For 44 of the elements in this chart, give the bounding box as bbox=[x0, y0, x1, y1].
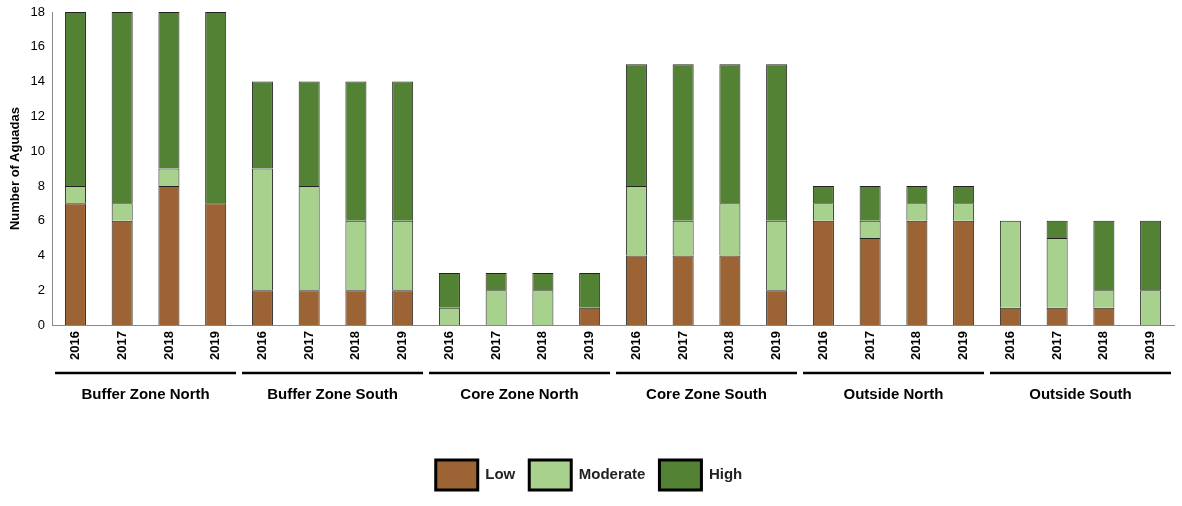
x-tick-label: 2016 bbox=[67, 331, 83, 360]
x-tick-label: 2017 bbox=[300, 331, 316, 360]
x-tick-label: 2019 bbox=[207, 331, 223, 360]
x-tick-label: 2016 bbox=[254, 331, 269, 360]
x-tick-label: 2018 bbox=[160, 331, 176, 360]
x-tick-label: 2018 bbox=[721, 331, 737, 360]
x-tick-label: 2018 bbox=[908, 331, 924, 360]
x-tick-label: 2017 bbox=[1048, 331, 1064, 360]
x-tick-label: 2018 bbox=[347, 331, 363, 360]
y-tick-label: 2 bbox=[37, 281, 46, 297]
text: Core Zone South bbox=[646, 385, 767, 403]
text: Outside North bbox=[843, 385, 944, 403]
x-tick-label: 2016 bbox=[814, 331, 830, 360]
legend-label: Moderate bbox=[578, 465, 646, 483]
text: Outside South bbox=[1029, 385, 1132, 403]
y-tick-label: 10 bbox=[30, 142, 46, 158]
x-tick-label: 2019 bbox=[394, 331, 410, 360]
text: Buffer Zone South bbox=[267, 385, 398, 403]
y-tick-label: 16 bbox=[30, 38, 46, 54]
y-tick-label: 4 bbox=[37, 247, 46, 263]
x-tick-label: 2019 bbox=[768, 331, 784, 360]
x-tick-label: 2016 bbox=[440, 331, 456, 360]
legend-label: Low bbox=[485, 465, 516, 483]
y-tick-label: 0 bbox=[37, 316, 46, 332]
x-tick-label: 2019 bbox=[1142, 331, 1158, 360]
x-tick-label: 2017 bbox=[113, 331, 129, 360]
legend-label: High bbox=[708, 465, 743, 483]
x-tick-label: 2018 bbox=[534, 331, 550, 360]
x-tick-label: 2019 bbox=[955, 331, 971, 360]
x-tick-label: 2016 bbox=[1001, 331, 1017, 360]
y-tick-label: 8 bbox=[37, 177, 46, 193]
y-axis-title: Number of Aguadas bbox=[7, 107, 23, 231]
x-tick-label: 2017 bbox=[861, 331, 877, 360]
y-tick-label: 18 bbox=[30, 3, 46, 19]
x-tick-label: 2016 bbox=[627, 331, 643, 360]
y-tick-label: 12 bbox=[30, 107, 46, 123]
text: Buffer Zone North bbox=[81, 385, 210, 403]
y-tick-label: 6 bbox=[37, 212, 46, 228]
x-tick-label: 2018 bbox=[1095, 331, 1111, 360]
y-tick-label: 14 bbox=[30, 73, 46, 89]
x-tick-label: 2019 bbox=[581, 331, 597, 360]
x-tick-label: 2017 bbox=[674, 331, 690, 360]
x-tick-label: 2017 bbox=[487, 331, 503, 360]
text: Core Zone North bbox=[460, 385, 579, 403]
